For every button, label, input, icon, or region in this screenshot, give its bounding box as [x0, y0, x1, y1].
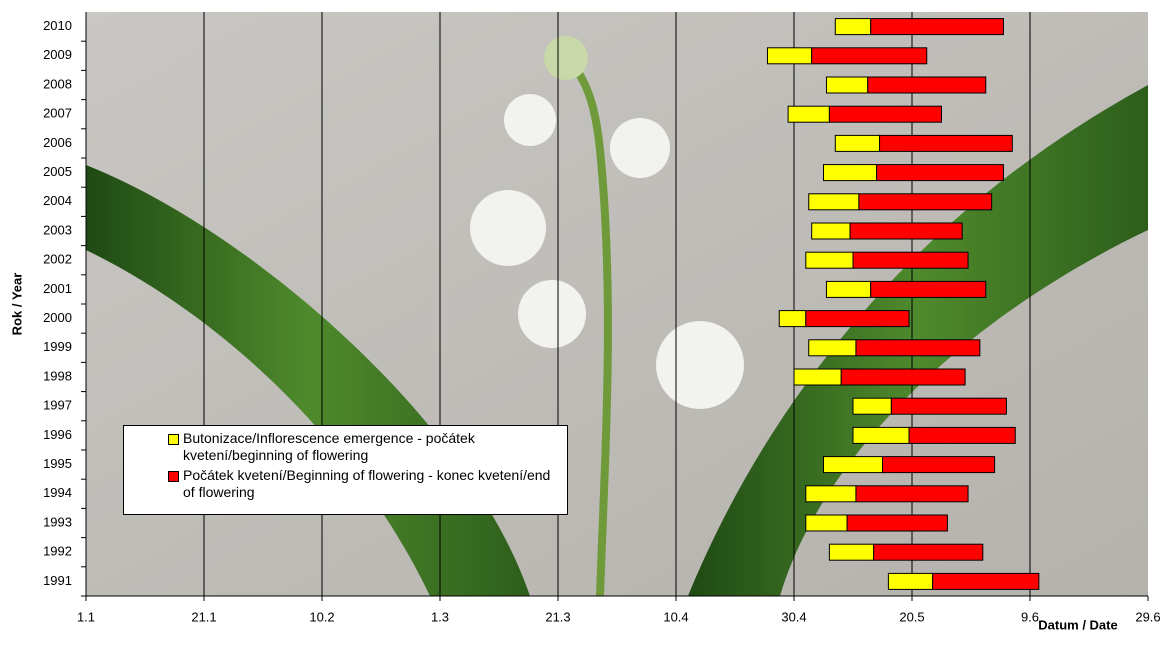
- bar-segment: [826, 281, 870, 297]
- x-tick-label: 1.3: [431, 609, 449, 624]
- y-tick-label: 1995: [43, 456, 72, 471]
- x-tick-label: 21.3: [545, 609, 570, 624]
- y-tick-label: 1996: [43, 427, 72, 442]
- bar-segment: [850, 223, 962, 239]
- x-axis-title: Datum / Date: [1038, 617, 1117, 632]
- x-tick-label: 1.1: [77, 609, 95, 624]
- x-tick-label: 10.2: [309, 609, 334, 624]
- bar-segment: [871, 19, 1004, 35]
- legend-entry: Počátek kvetení/Beginning of flowering -…: [130, 467, 561, 501]
- bar-segment: [806, 311, 909, 327]
- legend-entry: Butonizace/Inflorescence emergence - poč…: [130, 430, 561, 464]
- x-tick-label: 9.6: [1021, 609, 1039, 624]
- bar-segment: [809, 340, 856, 356]
- legend-swatch: [168, 471, 179, 482]
- y-tick-label: 2004: [43, 193, 72, 208]
- bar-segment: [794, 369, 841, 385]
- y-tick-label: 2006: [43, 135, 72, 150]
- bar-segment: [891, 398, 1006, 414]
- x-tick-label: 30.4: [781, 609, 806, 624]
- bar-segment: [806, 515, 847, 531]
- legend-swatch: [168, 434, 179, 445]
- page: 1.1 21.1 10.2 1.3 21.3 10.4 30.4 20.5 9.6 29.6 199…: [0, 0, 1167, 656]
- y-tick-label: 1999: [43, 339, 72, 354]
- x-tick-label: 10.4: [663, 609, 688, 624]
- bar-segment: [806, 252, 853, 268]
- bar-segment: [829, 106, 941, 122]
- bar-segment: [859, 194, 992, 210]
- chart: 1.1 21.1 10.2 1.3 21.3 10.4 30.4 20.5 9.6 29.6 199…: [0, 0, 1167, 656]
- bar-segment: [824, 165, 877, 181]
- y-tick-label: 2002: [43, 252, 72, 267]
- legend-label: Počátek kvetení/Beginning of flowering -…: [183, 467, 561, 501]
- y-tick-label: 2003: [43, 222, 72, 237]
- bar-segment: [871, 281, 986, 297]
- legend: Butonizace/Inflorescence emergence - poč…: [123, 425, 568, 515]
- y-tick-label: 1992: [43, 544, 72, 559]
- bar-segment: [853, 252, 968, 268]
- bar-segment: [835, 19, 870, 35]
- bar-segment: [767, 48, 811, 64]
- legend-label: Butonizace/Inflorescence emergence - poč…: [183, 430, 561, 464]
- bar-segment: [856, 486, 968, 502]
- bar-segment: [841, 369, 965, 385]
- y-tick-label: 2000: [43, 310, 72, 325]
- y-tick-label: 2007: [43, 106, 72, 121]
- bar-segment: [788, 106, 829, 122]
- bar-segment: [868, 77, 986, 93]
- bar-segment: [933, 573, 1039, 589]
- bar-segment: [874, 544, 983, 560]
- y-tick-label: 1991: [43, 573, 72, 588]
- bar-segment: [853, 398, 891, 414]
- bar-segment: [880, 135, 1013, 151]
- bar-segment: [847, 515, 947, 531]
- bar-segment: [909, 427, 1015, 443]
- bar-segment: [883, 457, 995, 473]
- y-tick-label: 2008: [43, 76, 72, 91]
- x-tick-label: 29.6: [1135, 609, 1160, 624]
- y-tick-label: 1998: [43, 368, 72, 383]
- bar-segment: [812, 223, 850, 239]
- x-tick-label: 20.5: [899, 609, 924, 624]
- bar-segment: [806, 486, 856, 502]
- bar-segment: [812, 48, 927, 64]
- y-axis-title: Rok / Year: [9, 273, 24, 336]
- y-tick-label: 1994: [43, 485, 72, 500]
- y-tick-label: 2010: [43, 18, 72, 33]
- y-tick-label: 1997: [43, 398, 72, 413]
- y-tick-label: 1993: [43, 514, 72, 529]
- y-tick-label: 2005: [43, 164, 72, 179]
- bar-segment: [824, 457, 883, 473]
- bar-segment: [888, 573, 932, 589]
- bar-segment: [877, 165, 1004, 181]
- y-tick-label: 2009: [43, 47, 72, 62]
- bar-segment: [835, 135, 879, 151]
- bar-segment: [856, 340, 980, 356]
- y-tick-label: 2001: [43, 281, 72, 296]
- bar-segment: [809, 194, 859, 210]
- bar-segment: [829, 544, 873, 560]
- bar-segment: [826, 77, 867, 93]
- x-tick-label: 21.1: [191, 609, 216, 624]
- bar-segment: [853, 427, 909, 443]
- bar-segment: [779, 311, 806, 327]
